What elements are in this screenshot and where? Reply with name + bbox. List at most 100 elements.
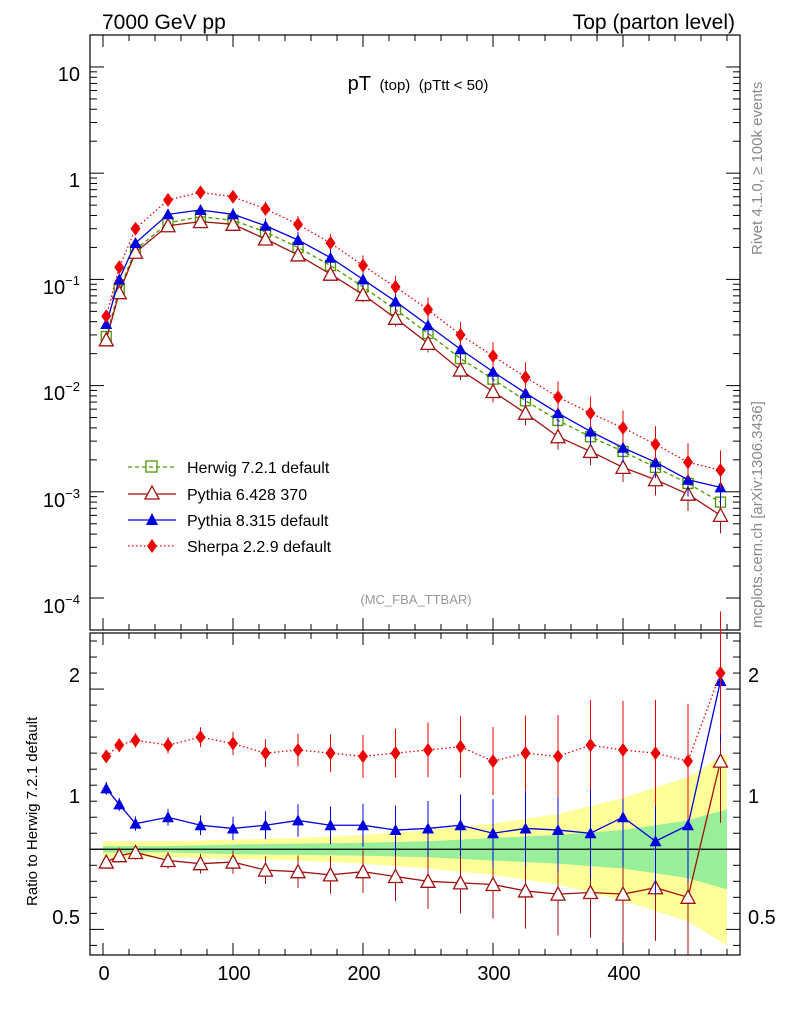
ratio-tick-right-0.5: 0.5	[748, 907, 776, 929]
main-data-point	[390, 279, 401, 294]
ratio-data-point	[683, 754, 693, 769]
ratio-y-tick-labels: 0.5 1 2 0.5 1 2	[52, 665, 776, 929]
axis-ticks	[90, 34, 740, 955]
legend-label-pythia6: Pythia 6.428 370	[187, 487, 307, 504]
ratio-data-point	[488, 754, 498, 769]
main-data-point	[387, 309, 404, 325]
header-left: 7000 GeV pp	[102, 11, 226, 34]
ratio-data-point	[389, 824, 402, 836]
main-series-2	[100, 204, 727, 506]
ratio-data-point	[614, 885, 632, 901]
main-data-point	[487, 365, 499, 377]
ratio-data-point	[162, 811, 174, 823]
ratio-data-point	[101, 749, 112, 764]
main-data-point	[325, 236, 336, 251]
main-data-point	[358, 258, 368, 273]
main-series-3	[101, 185, 726, 488]
ratio-data-point	[195, 730, 206, 745]
ratio-data-point	[257, 861, 274, 877]
ratio-data-point	[517, 882, 534, 898]
ratio-data-point	[114, 738, 125, 753]
main-series-1	[98, 213, 729, 534]
main-data-point	[618, 420, 628, 435]
main-data-point	[293, 217, 303, 232]
main-data-point	[114, 260, 125, 275]
main-data-point	[100, 318, 113, 330]
ratio-data-point	[111, 847, 128, 863]
main-data-point	[423, 302, 433, 317]
main-data-point	[354, 286, 372, 302]
x-tick-label-0: 0	[98, 963, 109, 985]
ratio-data-point	[130, 733, 141, 748]
ratio-data-point	[293, 742, 303, 757]
main-data-point	[712, 507, 729, 523]
ratio-data-point	[452, 874, 469, 890]
main-data-point	[227, 208, 239, 220]
ratio-data-point	[354, 863, 372, 879]
main-data-point	[289, 246, 307, 262]
main-data-point	[549, 428, 567, 444]
main-data-point	[292, 233, 304, 245]
main-y-tick-labels: 10 1 10−1 10−2 10−3 10−4	[43, 64, 80, 618]
ratio-data-point	[113, 798, 126, 810]
ratio-data-point	[194, 819, 207, 831]
ratio-data-point	[618, 742, 628, 757]
legend-marker-pythia6	[143, 484, 161, 500]
legend-entry-sherpa: Sherpa 2.2.9 default	[128, 539, 332, 556]
main-data-point	[517, 404, 534, 420]
legend-entry-pythia6: Pythia 6.428 370	[128, 484, 307, 504]
main-data-point	[584, 425, 597, 437]
ratio-data-point	[127, 844, 144, 860]
main-data-point	[650, 437, 661, 452]
ratio-data-point	[387, 868, 404, 884]
main-data-point	[585, 406, 596, 421]
main-data-point	[98, 331, 115, 347]
legend-marker-herwig	[145, 460, 158, 473]
y-tick-label-1e-2: 10−2	[43, 379, 80, 405]
main-data-point	[324, 251, 337, 263]
ratio-data-point	[650, 746, 661, 761]
main-data-point	[259, 219, 272, 231]
main-series-layer	[98, 185, 729, 534]
main-data-point	[552, 407, 564, 419]
legend: Herwig 7.2.1 default Pythia 6.428 370 Py…	[128, 460, 332, 556]
main-data-point	[224, 215, 242, 231]
ratio-data-point	[520, 746, 531, 761]
main-data-point	[159, 217, 177, 233]
main-data-point	[257, 230, 274, 246]
x-tick-label-200: 200	[347, 963, 380, 985]
y-tick-label-1e-1: 10−1	[43, 273, 80, 299]
main-data-point	[130, 221, 141, 236]
ratio-tick-1: 1	[69, 786, 80, 808]
ratio-data-point	[422, 822, 434, 834]
main-data-point	[192, 213, 209, 229]
legend-label-sherpa: Sherpa 2.2.9 default	[187, 539, 332, 556]
main-data-point	[389, 295, 402, 307]
ratio-data-point	[552, 824, 564, 836]
ratio-series-3	[101, 611, 726, 819]
ratio-tick-0.5: 0.5	[52, 907, 80, 929]
legend-entry-pythia8: Pythia 8.315 default	[128, 513, 329, 530]
main-data-point	[101, 309, 112, 324]
analysis-watermark: (MC_FBA_TTBAR)	[360, 592, 471, 607]
ratio-data-point	[584, 827, 597, 839]
ratio-y-axis-label: Ratio to Herwig 7.2.1 default	[24, 716, 41, 906]
chart-title: pT (top) (pTtt < 50)	[348, 73, 489, 95]
main-data-point	[260, 202, 271, 217]
ratio-data-point	[553, 749, 563, 764]
ratio-data-point	[224, 853, 242, 869]
main-data-point	[553, 390, 563, 405]
ratio-data-point	[419, 872, 437, 888]
main-data-point	[682, 473, 694, 485]
legend-entry-herwig: Herwig 7.2.1 default	[128, 460, 330, 477]
main-data-point	[452, 361, 469, 377]
main-data-point	[228, 189, 238, 204]
ratio-data-point	[519, 822, 532, 834]
ratio-series-1	[98, 699, 729, 955]
x-tick-label-100: 100	[217, 963, 250, 985]
ratio-data-point	[390, 746, 401, 761]
ratio-data-point	[129, 817, 142, 829]
main-data-point	[683, 455, 693, 470]
ratio-error-bands	[90, 753, 740, 946]
